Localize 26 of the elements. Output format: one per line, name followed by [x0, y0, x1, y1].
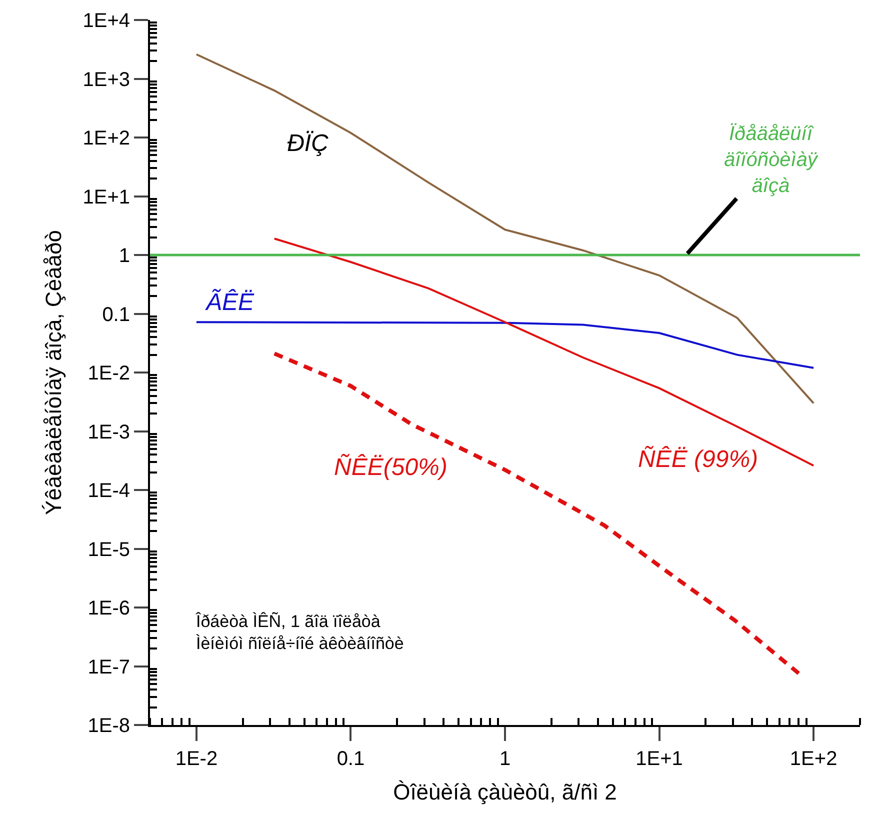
y-tick-label: 1E-7	[88, 656, 130, 678]
y-tick-label: 1E+1	[82, 186, 130, 208]
y-tick-label: 1E-3	[88, 421, 130, 444]
series-label: ÃÊË	[205, 288, 256, 316]
y-tick-label: 1E+2	[82, 128, 130, 150]
series-label: ÑÊË(50%)	[334, 453, 448, 481]
x-tick-label: 1E+1	[636, 748, 683, 770]
ref-line-label: Ïðåäåëüíî äîïóñòèìàÿ äîçà	[724, 123, 818, 197]
y-axis-title: Ýêâèâàëåíòíàÿ äîçà, Çèâåðò	[41, 230, 66, 516]
x-tick-label: 1E+2	[790, 748, 838, 770]
series-label: ÐÏÇ	[287, 130, 329, 157]
series-label: ÑÊË (99%)	[638, 445, 758, 473]
x-axis-title: Òîëùèíà çàùèòû, ã/ñì 2	[393, 779, 617, 804]
x-tick-label: 1	[499, 748, 511, 770]
y-tick-label: 1	[118, 245, 130, 267]
y-tick-label: 1E-4	[88, 480, 130, 502]
y-tick-label: 1E-5	[88, 538, 130, 561]
y-tick-label: 0.1	[102, 304, 130, 326]
y-tick-label: 1E+4	[82, 10, 130, 32]
annotation: Îðáèòà ÌÊÑ, 1 ãîä ïîëåòà Ìèíèìóì ñîëíå÷íîé àêòèâíîñòè	[195, 612, 404, 654]
x-tick-label: 0.1	[336, 748, 365, 770]
y-tick-label: 1E+3	[82, 68, 130, 91]
y-tick-label: 1E-6	[88, 598, 130, 620]
y-tick-label: 1E-2	[88, 362, 130, 384]
y-tick-label: 1E-8	[88, 715, 130, 737]
x-tick-label: 1E-2	[175, 748, 218, 770]
